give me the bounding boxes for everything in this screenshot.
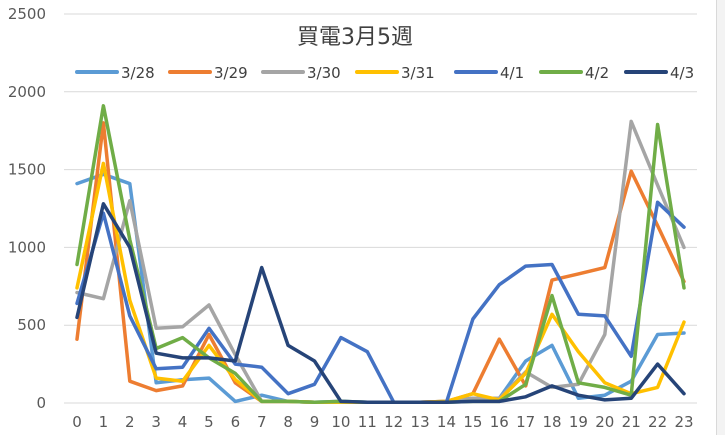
window-edge: [716, 0, 725, 435]
legend-label: 3/29: [214, 64, 248, 82]
y-tick-label: 2500: [8, 5, 46, 23]
x-tick-label: 8: [283, 413, 293, 431]
x-tick-label: 20: [595, 413, 614, 431]
x-tick-label: 7: [257, 413, 267, 431]
legend-label: 3/30: [307, 64, 341, 82]
legend-label: 4/2: [585, 64, 609, 82]
y-tick-label: 1000: [8, 238, 46, 256]
gridlines: [64, 13, 697, 404]
x-tick-label: 17: [516, 413, 535, 431]
x-tick-label: 18: [542, 413, 561, 431]
x-tick-label: 16: [490, 413, 509, 431]
x-tick-label: 10: [331, 413, 350, 431]
series-lines: [75, 104, 686, 404]
legend: 3/28 3/29 3/30 3/31 4/1 4/2 4/3: [75, 64, 694, 82]
x-tick-label: 5: [204, 413, 214, 431]
x-tick-label: 4: [178, 413, 188, 431]
y-axis: 0 500 1000 1500 2000 2500: [8, 5, 46, 412]
x-tick-label: 23: [674, 413, 693, 431]
x-tick-label: 6: [231, 413, 241, 431]
x-tick-label: 12: [384, 413, 403, 431]
legend-label: 3/31: [401, 64, 435, 82]
x-tick-label: 2: [125, 413, 135, 431]
x-tick-label: 9: [310, 413, 320, 431]
x-tick-label: 13: [411, 413, 430, 431]
chart-title: 買電3月5週: [297, 25, 413, 50]
x-axis: 0 1 2 3 4 5 6 7 8 9 10 11 12 13 14 15 16 17 18 19 20 21 22 23: [72, 413, 693, 431]
x-tick-label: 15: [463, 413, 482, 431]
x-tick-label: 1: [99, 413, 109, 431]
y-tick-label: 500: [17, 316, 46, 334]
series-line-6: [75, 202, 686, 404]
legend-label: 4/1: [500, 64, 524, 82]
legend-label: 3/28: [121, 64, 155, 82]
x-tick-label: 3: [151, 413, 161, 431]
series-line-4: [75, 200, 686, 404]
x-tick-label: 0: [72, 413, 82, 431]
x-tick-label: 22: [648, 413, 667, 431]
y-tick-label: 2000: [8, 83, 46, 101]
x-tick-label: 19: [569, 413, 588, 431]
x-tick-label: 11: [358, 413, 377, 431]
y-tick-label: 0: [36, 394, 46, 412]
x-tick-label: 14: [437, 413, 456, 431]
legend-label: 4/3: [670, 64, 694, 82]
series-line-2: [75, 119, 686, 404]
x-tick-label: 21: [622, 413, 641, 431]
y-tick-label: 1500: [8, 161, 46, 179]
